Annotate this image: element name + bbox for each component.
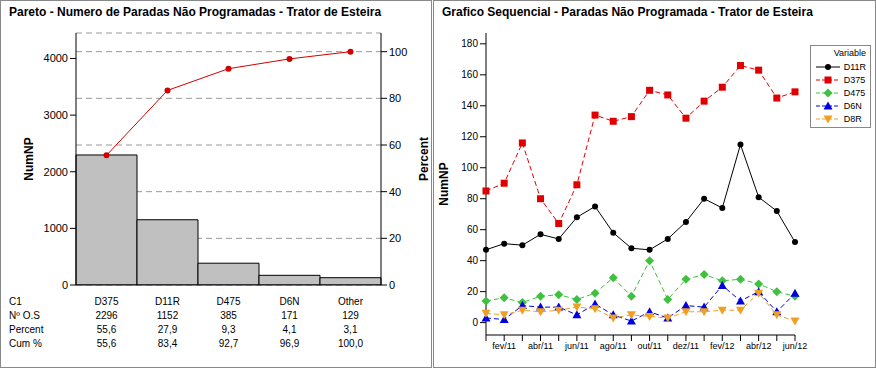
html-text:D6N: D6N (843, 100, 862, 111)
svg-text:9,3: 9,3 (222, 324, 236, 335)
svg-text:160: 160 (461, 69, 478, 80)
svg-text:83,4: 83,4 (158, 338, 178, 349)
svg-text:171: 171 (281, 310, 298, 321)
svg-text:D6N: D6N (279, 296, 299, 307)
svg-text:40: 40 (389, 186, 401, 198)
svg-text:55,6: 55,6 (97, 324, 117, 335)
svg-text:129: 129 (342, 310, 359, 321)
svg-text:4,1: 4,1 (283, 324, 297, 335)
svg-text:100: 100 (461, 162, 478, 173)
html-text:D11R: D11R (843, 61, 866, 72)
svg-text:D475: D475 (217, 296, 241, 307)
html-text:Pareto - Numero de Paradas Não: Pareto - Numero de Paradas Não Programad… (9, 5, 382, 19)
svg-text:0: 0 (389, 279, 395, 291)
svg-text:D375: D375 (95, 296, 119, 307)
svg-text:out/11: out/11 (637, 341, 661, 351)
svg-text:2296: 2296 (95, 310, 118, 321)
svg-text:92,7: 92,7 (219, 338, 239, 349)
svg-text:jun/11: jun/11 (564, 341, 589, 351)
svg-text:27,9: 27,9 (158, 324, 178, 335)
svg-text:96,9: 96,9 (280, 338, 300, 349)
html-text:D375: D375 (843, 74, 866, 85)
svg-text:100: 100 (389, 46, 407, 58)
svg-text:C1: C1 (9, 296, 22, 307)
html-text:Variable: Variable (833, 48, 866, 58)
svg-text:55,6: 55,6 (97, 338, 117, 349)
svg-text:fev/11: fev/11 (492, 341, 516, 351)
svg-text:jun/12: jun/12 (782, 341, 808, 351)
svg-text:40: 40 (467, 255, 479, 266)
svg-text:20: 20 (467, 286, 479, 297)
svg-text:Percent: Percent (417, 137, 431, 181)
svg-text:100,0: 100,0 (338, 338, 363, 349)
svg-text:1000: 1000 (44, 222, 68, 234)
svg-text:fev/12: fev/12 (710, 341, 735, 351)
svg-text:ago/11: ago/11 (600, 341, 627, 351)
svg-text:0: 0 (62, 279, 68, 291)
svg-text:Percent: Percent (9, 324, 44, 335)
svg-text:2000: 2000 (44, 166, 68, 178)
svg-text:Nº O.S: Nº O.S (9, 310, 40, 321)
html-text:Grafico Sequencial - Paradas N: Grafico Sequencial - Paradas Não Program… (442, 5, 813, 19)
svg-text:60: 60 (389, 139, 401, 151)
html-text:D475: D475 (843, 87, 866, 98)
svg-text:4000: 4000 (44, 52, 68, 64)
svg-text:dez/11: dez/11 (673, 341, 699, 351)
svg-text:Cum %: Cum % (9, 338, 42, 349)
svg-text:0: 0 (472, 317, 478, 328)
svg-text:140: 140 (461, 100, 478, 111)
svg-text:NumNP: NumNP (22, 137, 36, 180)
svg-text:3000: 3000 (44, 109, 68, 121)
svg-text:60: 60 (467, 224, 479, 235)
svg-text:80: 80 (467, 193, 479, 204)
svg-text:NumNP: NumNP (437, 162, 451, 205)
svg-text:120: 120 (461, 131, 478, 142)
svg-text:80: 80 (389, 92, 401, 104)
svg-text:abr/12: abr/12 (746, 341, 772, 351)
svg-text:1152: 1152 (157, 310, 179, 321)
svg-text:20: 20 (389, 232, 401, 244)
html-text:D8R: D8R (843, 113, 862, 124)
svg-text:abr/11: abr/11 (528, 341, 553, 351)
svg-text:D11R: D11R (155, 296, 180, 307)
svg-text:180: 180 (461, 38, 478, 49)
svg-text:3,1: 3,1 (344, 324, 358, 335)
svg-text:Other: Other (338, 296, 364, 307)
svg-text:385: 385 (220, 310, 237, 321)
